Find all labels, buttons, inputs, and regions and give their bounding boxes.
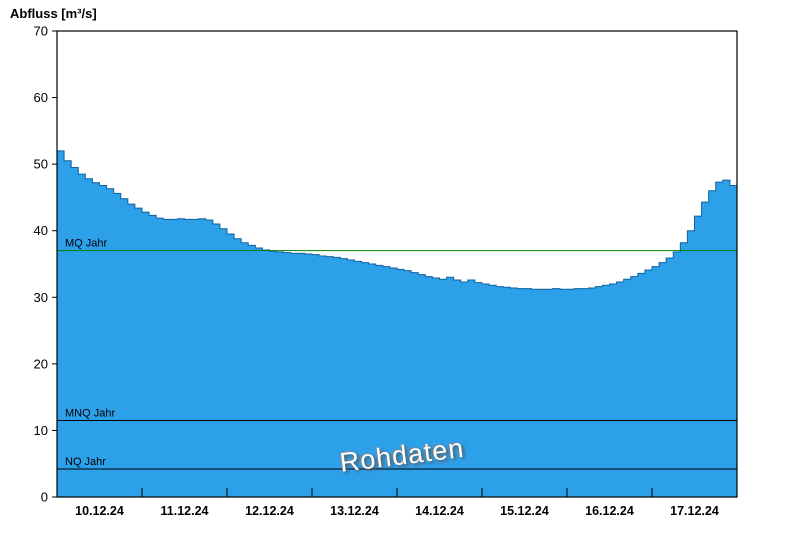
x-tick-label: 14.12.24 xyxy=(415,504,464,518)
x-tick-label: 15.12.24 xyxy=(500,504,549,518)
reference-line-label: MQ Jahr xyxy=(65,238,108,250)
x-tick-label: 13.12.24 xyxy=(330,504,379,518)
reference-line-label: MNQ Jahr xyxy=(65,407,115,419)
y-tick-label: 40 xyxy=(34,223,48,238)
y-tick-label: 0 xyxy=(41,490,48,505)
plot-frame xyxy=(56,30,738,498)
reference-line-label: NQ Jahr xyxy=(65,456,106,468)
y-tick-label: 60 xyxy=(34,90,48,105)
x-tick-label: 12.12.24 xyxy=(245,504,294,518)
x-tick-label: 16.12.24 xyxy=(585,504,634,518)
y-tick-label: 20 xyxy=(34,356,48,371)
y-tick-label: 70 xyxy=(34,24,48,39)
discharge-area-series xyxy=(56,150,738,498)
y-tick-label: 10 xyxy=(34,423,48,438)
chart-title: Abfluss [m³/s] xyxy=(10,6,97,21)
x-axis: 10.12.24 11.12.24 12.12.24 13.12.24 14.12.24… xyxy=(75,504,719,518)
y-tick-label: 50 xyxy=(34,157,48,172)
y-axis: 0 10 20 30 40 50 60 70 xyxy=(34,24,57,505)
x-tick-label: 11.12.24 xyxy=(161,504,209,518)
x-tick-label: 17.12.24 xyxy=(670,504,719,518)
y-tick-label: 30 xyxy=(34,290,48,305)
x-tick-label: 10.12.24 xyxy=(75,504,124,518)
